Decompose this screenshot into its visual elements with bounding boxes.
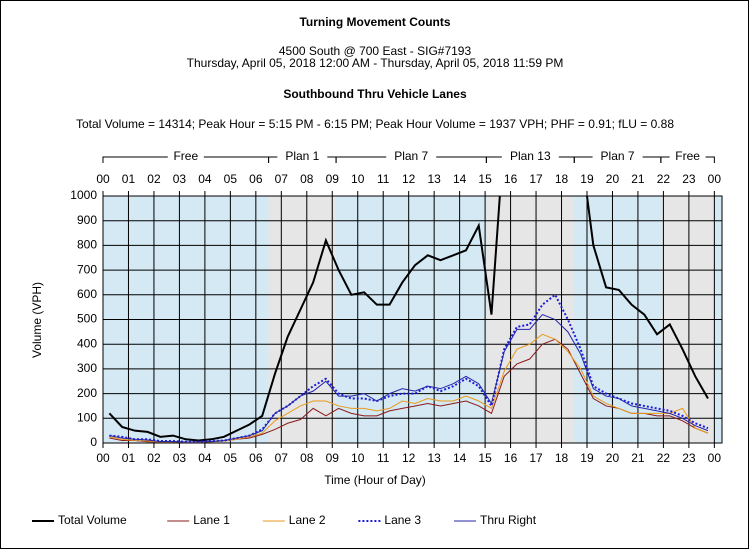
x-tick-label: 02 — [147, 451, 161, 465]
x-tick-label-top: 19 — [580, 172, 594, 186]
x-tick-label-top: 08 — [300, 172, 314, 186]
plot-lines — [108, 196, 709, 443]
series-line — [109, 313, 709, 443]
legend-label: Total Volume — [58, 513, 127, 527]
legend-label: Lane 3 — [384, 513, 421, 527]
x-tick-label-top: 01 — [122, 172, 136, 186]
x-tick-label: 01 — [122, 451, 136, 465]
x-tick-label: 04 — [198, 451, 212, 465]
x-tick-label-top: 16 — [504, 172, 518, 186]
x-tick-label-top: 09 — [326, 172, 340, 186]
plan-label: Plan 7 — [601, 149, 635, 163]
x-tick-label: 19 — [580, 451, 594, 465]
y-tick-label: 100 — [77, 410, 97, 424]
y-tick-label: 500 — [77, 312, 97, 326]
x-tick-label: 00 — [96, 451, 110, 465]
plan-label-bg — [669, 150, 706, 164]
x-tick-label: 20 — [606, 451, 620, 465]
subtitle: Thursday, April 05, 2018 12:00 AM - Thur… — [187, 56, 564, 70]
x-tick-label: 00 — [708, 451, 722, 465]
x-tick-label: 07 — [275, 451, 289, 465]
y-tick-label: 800 — [77, 238, 97, 252]
x-tick-label-top: 20 — [606, 172, 620, 186]
x-tick-label-top: 13 — [427, 172, 441, 186]
y-tick-label: 1000 — [70, 188, 97, 202]
subtitle: 4500 South @ 700 East - SIG#7193 — [279, 44, 472, 58]
y-axis-label: Volume (VPH) — [30, 282, 44, 358]
plan-label: Plan 7 — [394, 149, 428, 163]
x-tick-label: 22 — [657, 451, 671, 465]
x-tick-label-top: 23 — [682, 172, 696, 186]
y-tick-label: 0 — [90, 435, 97, 449]
legend-label: Thru Right — [480, 513, 537, 527]
x-tick-label-top: 05 — [224, 172, 238, 186]
x-tick-label-top: 00 — [96, 172, 110, 186]
x-tick-label: 17 — [529, 451, 543, 465]
x-tick-label: 03 — [173, 451, 187, 465]
x-tick-label-top: 12 — [402, 172, 416, 186]
y-tick-label: 400 — [77, 336, 97, 350]
y-tick-label: 900 — [77, 213, 97, 227]
plan-label-bg — [277, 150, 328, 164]
x-tick-label: 23 — [682, 451, 696, 465]
x-tick-label-top: 03 — [173, 172, 187, 186]
x-tick-label-top: 15 — [478, 172, 492, 186]
plan-label-bg — [501, 150, 559, 164]
plan-label-bg — [167, 150, 204, 164]
x-tick-label-top: 06 — [249, 172, 263, 186]
x-tick-label-top: 21 — [631, 172, 645, 186]
x-tick-label: 11 — [377, 451, 390, 465]
x-tick-label-top: 22 — [657, 172, 671, 186]
x-tick-label: 09 — [326, 451, 340, 465]
x-tick-label: 05 — [224, 451, 238, 465]
chart-title: Turning Movement Counts — [299, 15, 450, 29]
x-tick-label-top: 17 — [529, 172, 543, 186]
x-tick-label: 18 — [555, 451, 569, 465]
x-axis-label: Time (Hour of Day) — [324, 473, 426, 487]
series-line — [108, 196, 709, 442]
x-tick-label-top: 02 — [147, 172, 161, 186]
x-tick-label: 14 — [453, 451, 467, 465]
x-tick-label: 13 — [427, 451, 441, 465]
x-tick-label-top: 04 — [198, 172, 212, 186]
plan-label-bg — [592, 150, 643, 164]
x-tick-label-top: 00 — [708, 172, 722, 186]
x-tick-label-top: 18 — [555, 172, 569, 186]
x-tick-label-top: 07 — [275, 172, 289, 186]
x-tick-label: 08 — [300, 451, 314, 465]
y-tick-label: 600 — [77, 287, 97, 301]
x-tick-label: 12 — [402, 451, 416, 465]
x-tick-label: 16 — [504, 451, 518, 465]
plot-border — [102, 195, 723, 444]
plan-label: Free — [173, 149, 198, 163]
x-tick-label-top: 14 — [453, 172, 467, 186]
x-tick-label: 06 — [249, 451, 263, 465]
plan-label: Plan 13 — [510, 149, 551, 163]
x-tick-label: 10 — [351, 451, 365, 465]
plan-label-bg — [386, 150, 437, 164]
plan-label: Plan 1 — [285, 149, 319, 163]
y-tick-label: 200 — [77, 386, 97, 400]
legend-label: Lane 1 — [193, 513, 230, 527]
x-tick-label: 15 — [478, 451, 492, 465]
y-tick-label: 300 — [77, 361, 97, 375]
x-tick-label-top: 10 — [351, 172, 365, 186]
x-tick-label: 21 — [631, 451, 645, 465]
plan-label: Free — [675, 149, 700, 163]
y-tick-label: 700 — [77, 262, 97, 276]
heading: Southbound Thru Vehicle Lanes — [283, 87, 467, 101]
x-tick-label-top: 11 — [377, 172, 390, 186]
legend-label: Lane 2 — [289, 513, 326, 527]
summary: Total Volume = 14314; Peak Hour = 5:15 P… — [76, 117, 674, 131]
